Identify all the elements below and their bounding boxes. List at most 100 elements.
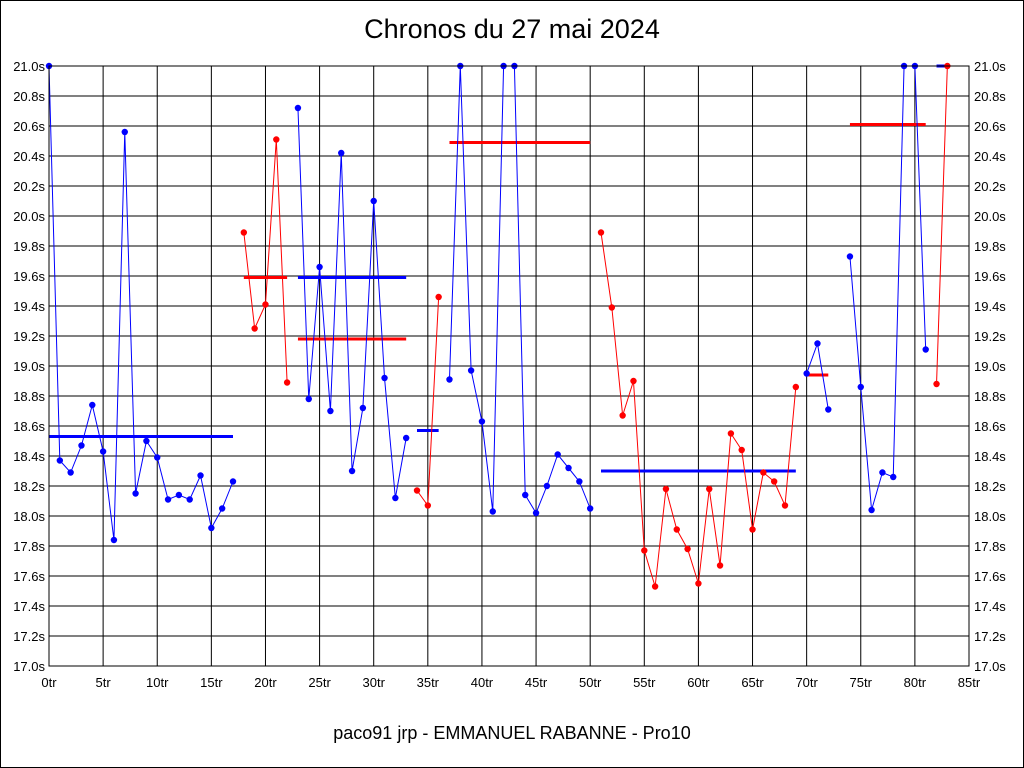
- data-point: [78, 442, 85, 449]
- series-line: [849, 65, 927, 511]
- series-line: [448, 65, 591, 515]
- x-tick-label: 35tr: [417, 675, 440, 690]
- data-point: [186, 496, 193, 503]
- data-point: [868, 506, 875, 514]
- data-point: [251, 325, 258, 332]
- y-tick-label-left: 20.0s: [13, 209, 45, 224]
- series-lines: [45, 62, 951, 590]
- y-tick-label-right: 20.0s: [974, 209, 1006, 224]
- y-tick-label-right: 18.8s: [974, 389, 1006, 404]
- data-point: [792, 383, 800, 391]
- data-point: [89, 401, 96, 409]
- x-tick-label: 10tr: [146, 675, 169, 690]
- x-tick-label: 0tr: [41, 675, 57, 690]
- y-tick-label-left: 18.8s: [13, 389, 45, 404]
- y-tick-label-right: 19.6s: [974, 269, 1006, 284]
- chart-title: Chronos du 27 mai 2024: [364, 14, 660, 44]
- data-point: [175, 491, 183, 499]
- data-point: [413, 487, 421, 494]
- y-tick-label-left: 18.0s: [13, 509, 45, 524]
- x-tick-label: 60tr: [687, 675, 710, 690]
- data-point: [99, 448, 107, 455]
- data-point: [608, 304, 616, 311]
- data-point: [446, 376, 453, 383]
- data-point: [467, 367, 475, 374]
- y-tick-label-left: 19.6s: [13, 269, 45, 284]
- data-point: [770, 478, 778, 485]
- x-tick-label: 25tr: [308, 675, 331, 690]
- y-tick-label-left: 19.0s: [13, 359, 45, 374]
- series-line: [936, 65, 948, 385]
- data-point: [781, 502, 789, 509]
- data-point: [760, 469, 767, 476]
- data-point: [651, 583, 659, 590]
- y-tick-label-left: 20.2s: [13, 179, 45, 194]
- y-tick-label-left: 20.6s: [13, 119, 45, 134]
- data-point: [933, 380, 940, 388]
- data-point: [857, 383, 864, 391]
- x-tick-label: 75tr: [850, 675, 873, 690]
- data-point: [684, 545, 691, 553]
- data-point: [381, 374, 388, 382]
- data-point: [392, 494, 399, 502]
- data-point: [673, 526, 680, 533]
- data-point: [532, 509, 540, 517]
- y-tick-label-left: 17.8s: [13, 539, 45, 554]
- data-point: [164, 496, 172, 503]
- data-point: [154, 454, 161, 461]
- series-line: [48, 65, 234, 541]
- y-tick-label-left: 18.4s: [13, 449, 45, 464]
- data-point: [370, 197, 377, 205]
- y-tick-label-right: 17.4s: [974, 599, 1006, 614]
- y-tick-label-left: 19.2s: [13, 329, 45, 344]
- y-tick-label-right: 17.8s: [974, 539, 1006, 554]
- y-tick-label-left: 21.0s: [13, 59, 45, 74]
- y-tick-label-left: 17.2s: [13, 629, 45, 644]
- y-tick-label-left: 17.0s: [13, 659, 45, 674]
- data-point: [890, 473, 897, 481]
- data-point: [240, 229, 248, 236]
- data-point: [522, 491, 529, 499]
- axis-tick-labels: 0tr 5tr 10tr 15tr 20tr 25tr 30tr 35tr 40tr 45tr 50…: [13, 59, 1006, 690]
- x-tick-label: 15tr: [200, 675, 223, 690]
- plot-border: [48, 65, 970, 667]
- data-point: [597, 229, 605, 236]
- data-point: [294, 104, 302, 112]
- y-tick-label-left: 17.4s: [13, 599, 45, 614]
- data-point: [110, 536, 118, 544]
- y-tick-label-right: 21.0s: [974, 59, 1006, 74]
- data-point: [565, 464, 572, 472]
- data-point: [738, 446, 745, 454]
- data-point: [229, 478, 237, 485]
- data-point: [327, 407, 334, 415]
- data-point: [706, 485, 713, 493]
- data-point: [749, 526, 756, 533]
- y-tick-label-right: 17.0s: [974, 659, 1006, 674]
- data-point: [424, 502, 432, 509]
- data-point: [879, 469, 886, 476]
- y-tick-label-right: 17.2s: [974, 629, 1006, 644]
- data-point: [338, 149, 345, 157]
- data-point: [67, 469, 74, 476]
- y-tick-label-right: 19.0s: [974, 359, 1006, 374]
- data-point: [56, 457, 64, 464]
- y-tick-label-left: 17.6s: [13, 569, 45, 584]
- data-point: [576, 478, 583, 485]
- data-point: [143, 437, 150, 445]
- y-tick-label-right: 17.6s: [974, 569, 1006, 584]
- y-tick-label-right: 20.4s: [974, 149, 1006, 164]
- y-tick-label-right: 18.0s: [974, 509, 1006, 524]
- data-point: [121, 128, 128, 136]
- x-tick-label: 55tr: [633, 675, 656, 690]
- data-point: [197, 472, 204, 479]
- x-tick-label: 50tr: [579, 675, 602, 690]
- data-point: [435, 293, 442, 301]
- data-point: [348, 467, 356, 475]
- y-tick-label-right: 20.6s: [974, 119, 1006, 134]
- data-point: [543, 482, 551, 490]
- y-tick-label-left: 18.6s: [13, 419, 45, 434]
- x-tick-label: 45tr: [525, 675, 548, 690]
- y-tick-label-left: 18.2s: [13, 479, 45, 494]
- data-point: [662, 485, 670, 493]
